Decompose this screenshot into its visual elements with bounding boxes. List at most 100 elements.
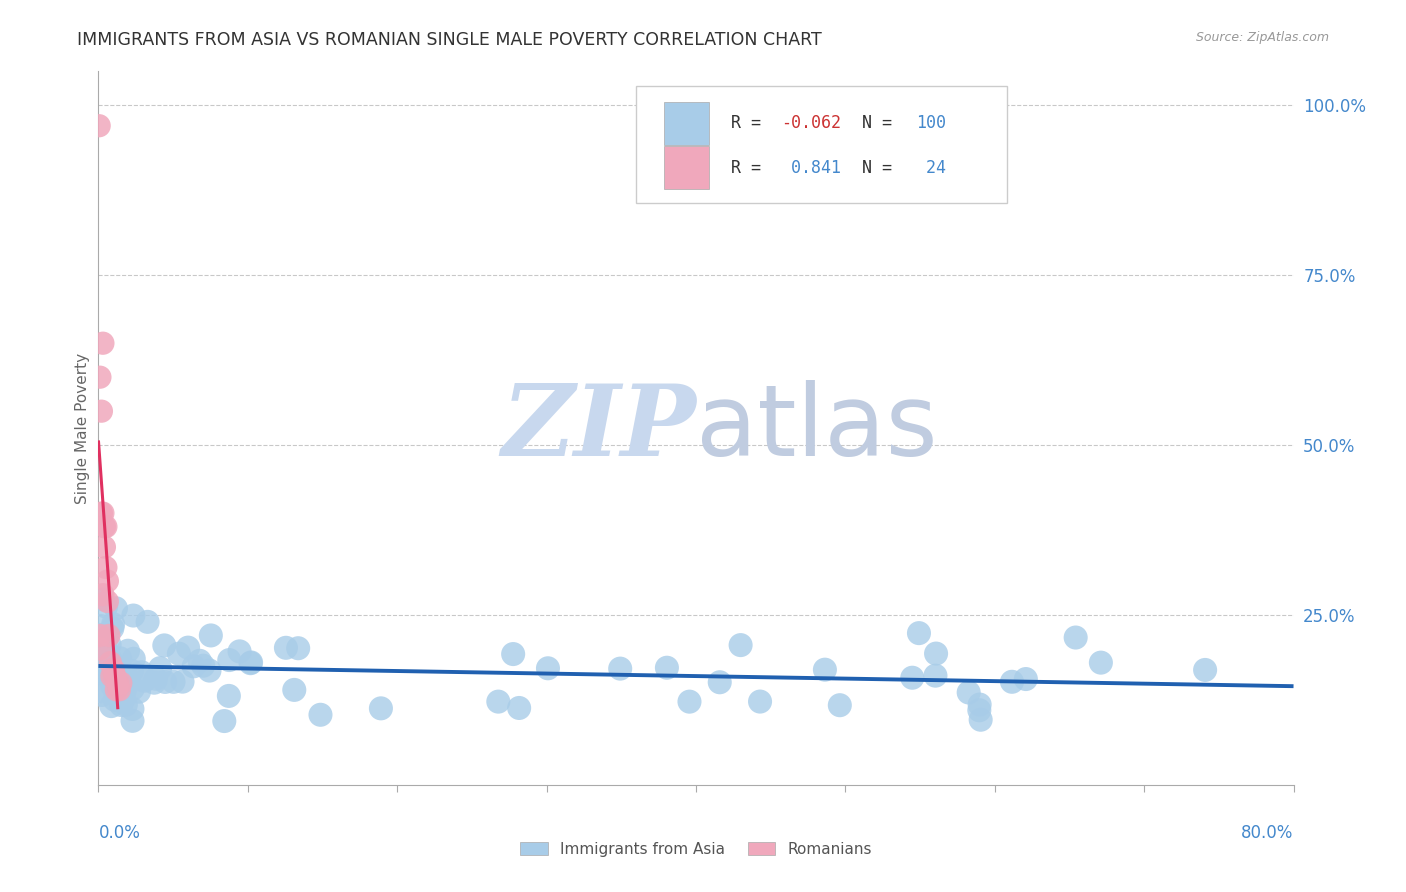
Point [969, 713, 991, 727]
Point [145, 672, 167, 686]
Point [110, 698, 132, 712]
Point [93, 540, 115, 554]
Point [1015, 672, 1038, 686]
Point [122, 608, 145, 623]
Text: 0.0%: 0.0% [98, 824, 141, 842]
Point [136, 615, 159, 629]
Point [1194, 663, 1216, 677]
Point [90, 652, 112, 666]
Point [90, 404, 112, 418]
Point [218, 653, 240, 667]
Point [112, 691, 135, 706]
Point [114, 698, 136, 712]
Point [678, 695, 700, 709]
Point [908, 626, 931, 640]
Point [90, 688, 112, 702]
Text: 24: 24 [915, 159, 946, 177]
Point [957, 685, 980, 699]
Point [183, 659, 205, 673]
Point [228, 644, 250, 658]
Point [969, 703, 991, 717]
Text: atlas: atlas [696, 380, 938, 476]
Point [104, 665, 127, 680]
FancyBboxPatch shape [637, 86, 1007, 203]
Point [1001, 674, 1024, 689]
Point [94, 665, 117, 680]
Point [104, 669, 127, 683]
Y-axis label: Single Male Poverty: Single Male Poverty [75, 352, 90, 504]
Point [508, 701, 530, 715]
Point [110, 676, 132, 690]
Point [98, 668, 121, 682]
Point [101, 617, 124, 632]
Point [89, 628, 111, 642]
Point [200, 628, 222, 642]
Point [107, 676, 129, 690]
Point [108, 682, 131, 697]
Point [101, 678, 124, 692]
Point [655, 661, 678, 675]
Point [101, 657, 124, 672]
Point [100, 699, 122, 714]
Point [96, 574, 118, 588]
Point [91, 660, 114, 674]
Text: 100: 100 [915, 114, 946, 132]
Point [537, 661, 560, 675]
Point [96, 645, 118, 659]
Point [709, 675, 731, 690]
Text: N =: N = [862, 114, 903, 132]
Point [94, 632, 117, 647]
Point [901, 671, 924, 685]
Point [131, 665, 153, 680]
Point [93, 519, 115, 533]
Point [828, 698, 851, 713]
Point [105, 682, 128, 697]
Point [128, 684, 150, 698]
Point [89, 642, 111, 657]
Point [101, 669, 124, 683]
Point [287, 641, 309, 656]
Point [370, 701, 392, 715]
Point [162, 674, 184, 689]
Point [149, 661, 172, 675]
Point [283, 682, 305, 697]
Point [115, 668, 138, 682]
Text: R =: R = [731, 159, 770, 177]
Point [121, 664, 143, 678]
Point [98, 638, 121, 652]
Text: R =: R = [731, 114, 770, 132]
Point [100, 659, 122, 673]
Point [103, 662, 125, 676]
Point [89, 684, 111, 698]
Point [924, 668, 946, 682]
Point [98, 656, 122, 670]
Point [134, 673, 156, 688]
Point [96, 646, 118, 660]
Point [730, 638, 752, 652]
Text: IMMIGRANTS FROM ASIA VS ROMANIAN SINGLE MALE POVERTY CORRELATION CHART: IMMIGRANTS FROM ASIA VS ROMANIAN SINGLE … [77, 31, 823, 49]
Point [105, 681, 128, 695]
Point [143, 675, 166, 690]
Point [89, 648, 111, 662]
Point [969, 698, 991, 712]
Point [121, 702, 143, 716]
Point [91, 506, 114, 520]
Point [122, 652, 145, 666]
Point [153, 675, 176, 690]
Point [239, 656, 262, 670]
Text: -0.062: -0.062 [780, 114, 841, 132]
Text: 0.841: 0.841 [780, 159, 841, 177]
Point [309, 707, 332, 722]
Point [93, 652, 115, 666]
Bar [664, 146, 709, 189]
Point [172, 674, 194, 689]
Point [274, 640, 297, 655]
Point [90, 506, 112, 520]
Point [108, 670, 131, 684]
Point [114, 681, 136, 696]
Point [91, 588, 114, 602]
Point [117, 644, 139, 658]
Point [121, 681, 143, 696]
Point [1064, 631, 1087, 645]
Point [749, 695, 772, 709]
